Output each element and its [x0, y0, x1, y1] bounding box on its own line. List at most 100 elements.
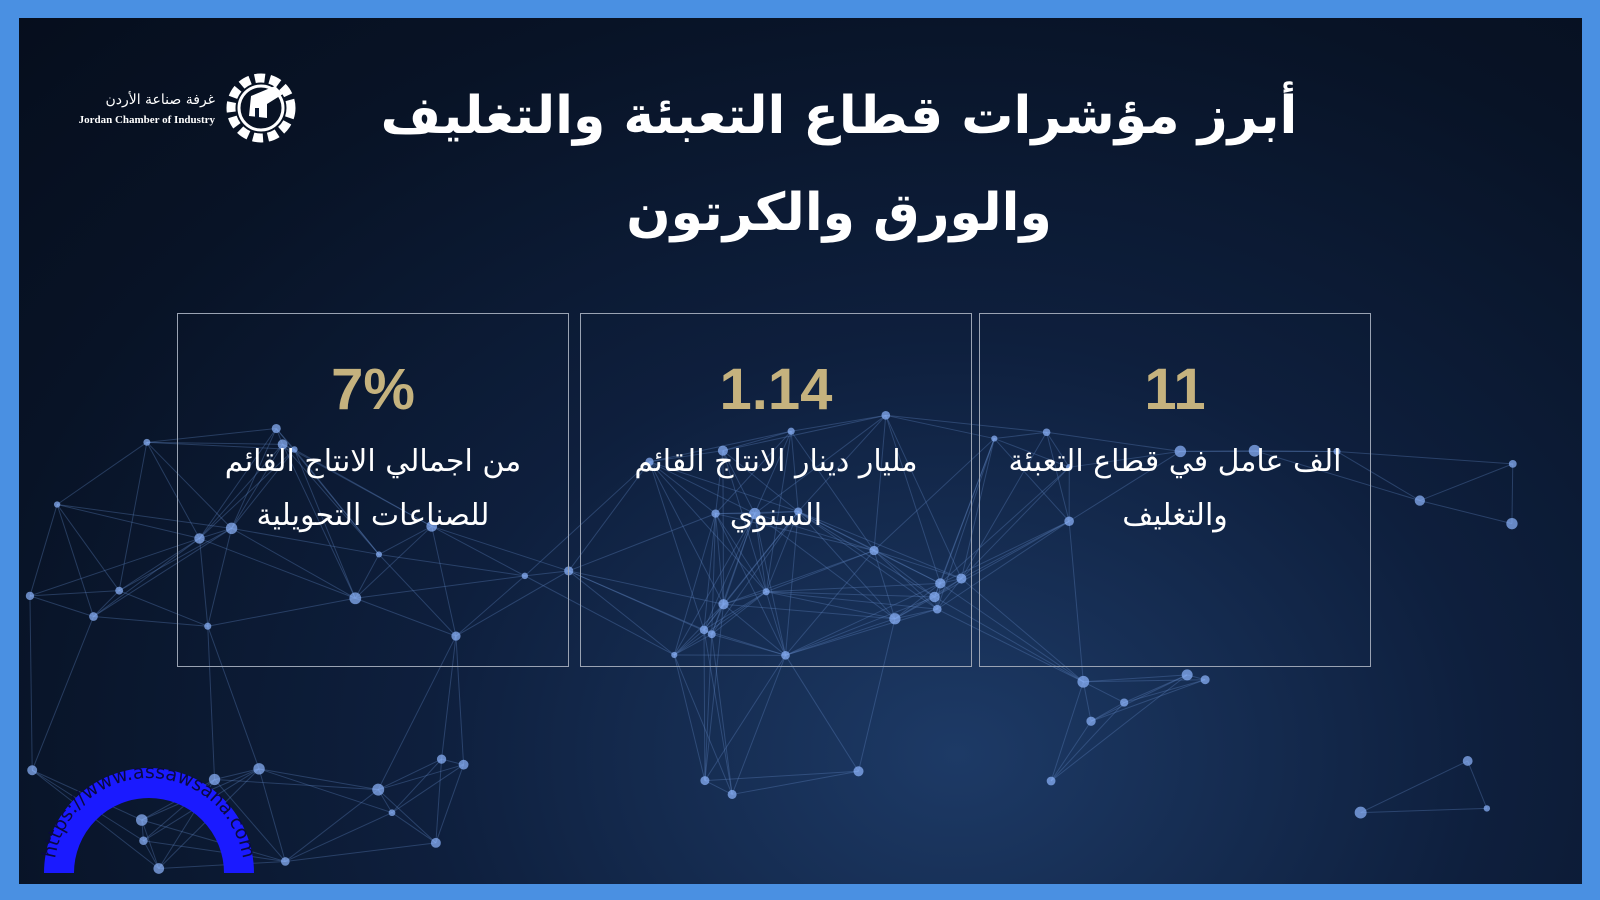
- network-line: [754, 513, 787, 656]
- network-line: [711, 511, 799, 635]
- network-node: [1120, 698, 1129, 707]
- network-line: [703, 591, 767, 631]
- network-node: [956, 573, 967, 584]
- network-line: [873, 550, 962, 580]
- network-line: [93, 590, 120, 617]
- network-line: [785, 596, 935, 656]
- network-line: [282, 443, 432, 527]
- network-node: [349, 592, 362, 605]
- network-node: [436, 754, 447, 764]
- network-line: [722, 450, 724, 605]
- network-line: [1254, 450, 1337, 452]
- network-line: [1419, 463, 1513, 502]
- network-line: [798, 511, 962, 580]
- network-line: [649, 461, 767, 593]
- network-node: [225, 522, 238, 535]
- network-line: [765, 511, 799, 592]
- network-line: [231, 527, 356, 599]
- network-line: [934, 578, 962, 598]
- network-line: [431, 525, 526, 577]
- network-line: [711, 591, 767, 635]
- network-node: [291, 446, 298, 453]
- network-line: [722, 450, 799, 512]
- network-line: [1083, 679, 1206, 683]
- network-line: [355, 575, 525, 599]
- network-node: [143, 438, 151, 446]
- network-node: [1042, 428, 1051, 437]
- network-line: [711, 634, 733, 795]
- network-node: [1506, 518, 1518, 530]
- network-line: [934, 520, 1070, 598]
- network-line: [285, 842, 436, 862]
- network-node: [1414, 495, 1426, 506]
- network-line: [711, 513, 717, 635]
- network-line: [56, 504, 94, 617]
- network-node: [430, 837, 441, 848]
- network-line: [378, 525, 432, 555]
- network-node: [749, 507, 761, 520]
- network-line: [378, 764, 464, 791]
- network-line: [1336, 451, 1421, 502]
- network-node: [1077, 675, 1090, 688]
- network-node: [1248, 444, 1261, 457]
- stat-description: من اجمالي الانتاج القائم للصناعات التحوي…: [224, 444, 522, 533]
- network-line: [885, 415, 941, 584]
- network-line: [1467, 760, 1488, 809]
- network-line: [673, 654, 733, 795]
- network-line: [378, 554, 457, 637]
- network-line: [765, 591, 786, 656]
- network-line: [57, 504, 200, 539]
- network-line: [994, 431, 1047, 440]
- network-node: [699, 625, 709, 635]
- network-line: [524, 570, 569, 577]
- network-line: [704, 655, 786, 781]
- network-node: [521, 572, 529, 580]
- network-line: [766, 591, 935, 598]
- network-line: [673, 654, 706, 781]
- network-node: [935, 578, 946, 589]
- network-node: [1086, 716, 1096, 726]
- network-line: [703, 513, 756, 631]
- network-line: [29, 595, 33, 771]
- network-line: [673, 603, 724, 656]
- network-line: [765, 431, 792, 592]
- stat-card-share: 7% من اجمالي الانتاج القائم للصناعات الت…: [177, 313, 569, 667]
- network-line: [93, 527, 232, 617]
- network-line: [141, 819, 286, 862]
- network-line: [1511, 463, 1514, 524]
- network-line: [57, 503, 232, 529]
- network-line: [1180, 450, 1255, 452]
- network-node: [932, 604, 942, 614]
- network-line: [29, 595, 94, 618]
- network-node: [781, 650, 790, 660]
- network-line: [1046, 432, 1070, 522]
- network-node: [280, 857, 290, 866]
- network-line: [435, 759, 443, 843]
- network-line: [207, 528, 233, 627]
- stat-card-workers: 11 الف عامل في قطاع التعبئة والتغليف: [979, 313, 1371, 667]
- network-line: [703, 513, 717, 630]
- network-line: [214, 768, 260, 780]
- network-line: [731, 655, 786, 795]
- network-line: [354, 525, 433, 599]
- network-line: [797, 511, 938, 610]
- network-line: [285, 789, 379, 862]
- watermark: https://www.assawsana.com: [39, 761, 259, 873]
- network-line: [649, 461, 755, 515]
- network-line: [1068, 450, 1181, 522]
- network-node: [718, 599, 729, 610]
- network-line: [937, 608, 1084, 683]
- network-line: [673, 629, 705, 656]
- network-line: [1419, 500, 1513, 525]
- network-node: [53, 501, 61, 508]
- infographic-canvas: غرفة صناعة الأردن Jordan Chamber of Indu…: [19, 18, 1582, 884]
- network-line: [649, 450, 724, 463]
- network-line: [282, 444, 356, 599]
- network-line: [704, 604, 724, 781]
- network-line: [231, 527, 380, 555]
- network-line: [1090, 679, 1206, 722]
- network-line: [568, 570, 712, 635]
- network-line: [703, 629, 733, 795]
- title-line-1: أبرز مؤشرات قطاع التعبئة والتغليف: [380, 86, 1298, 146]
- network-node: [645, 457, 654, 466]
